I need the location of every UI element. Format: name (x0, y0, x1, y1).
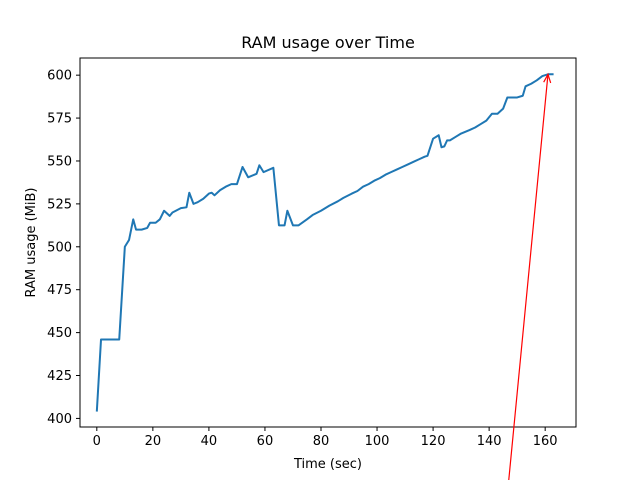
y-tick-label: 475 (47, 283, 72, 298)
y-tick-label: 600 (47, 69, 72, 84)
x-tick-label: 100 (365, 434, 390, 449)
y-tick-label: 425 (47, 369, 72, 384)
x-tick-label: 80 (313, 434, 330, 449)
y-tick-label: 500 (47, 240, 72, 255)
y-tick-label: 400 (47, 412, 72, 427)
plot-area: 0 20 40 60 80 100 120 140 160 400 425 450 475 500 525 5… (47, 57, 577, 480)
x-tick-label: 140 (477, 434, 502, 449)
y-axis-title: RAM usage (MiB) (24, 188, 39, 298)
x-tick-label: 60 (257, 434, 274, 449)
x-tick-label: 40 (201, 434, 218, 449)
y-tick-label: 450 (47, 326, 72, 341)
series-line-0 (95, 73, 554, 412)
y-tick-label: 575 (47, 112, 72, 127)
y-tick-label: 550 (47, 154, 72, 169)
y-tick-label: 525 (47, 197, 72, 212)
x-axis-title: Time (sec) (293, 457, 362, 472)
x-tick-label: 0 (93, 434, 101, 449)
annotation-arrow-line (508, 74, 549, 480)
x-tick-label: 120 (421, 434, 446, 449)
annotation-arrow-head (543, 72, 552, 84)
chart-title: RAM usage over Time (241, 33, 415, 52)
axes-frame (79, 57, 577, 428)
x-tick-label: 160 (533, 434, 558, 449)
x-tick-label: 20 (145, 434, 162, 449)
